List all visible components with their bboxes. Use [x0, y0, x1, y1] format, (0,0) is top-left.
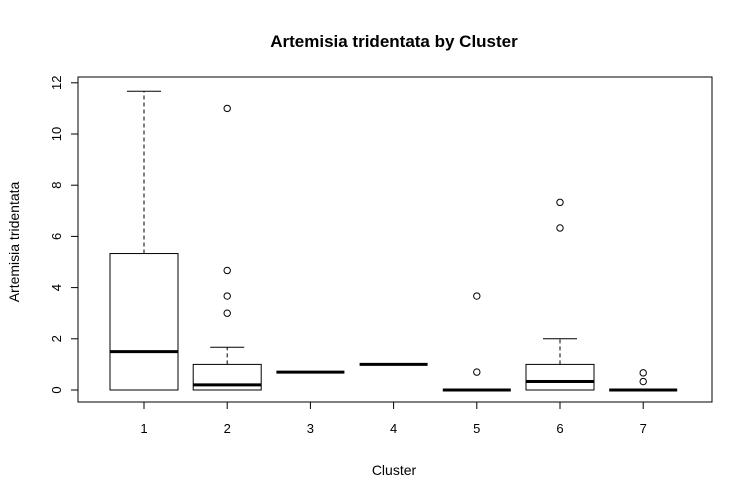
x-tick-label: 2 [224, 421, 231, 436]
y-tick-label: 0 [49, 386, 64, 393]
outlier-point [223, 309, 231, 317]
outlier-point [223, 292, 231, 300]
x-tick-label: 5 [473, 421, 480, 436]
outlier-point [639, 369, 647, 377]
x-tick-label: 7 [640, 421, 647, 436]
outlier-point [639, 377, 647, 386]
outlier-point [223, 266, 231, 275]
y-tick-label: 6 [49, 233, 64, 240]
y-tick-label: 4 [49, 284, 64, 291]
y-axis-label: Artemisia tridentata [6, 181, 22, 302]
box-cluster-2 [192, 104, 262, 391]
y-tick-label: 8 [49, 182, 64, 189]
x-tick-label: 1 [140, 421, 147, 436]
box-cluster-1 [109, 90, 179, 391]
y-tick-label: 10 [49, 127, 64, 141]
chart-title: Artemisia tridentata by Cluster [270, 32, 518, 51]
iqr-box [192, 363, 262, 391]
y-tick-label: 12 [49, 76, 64, 90]
box-cluster-7 [609, 369, 678, 392]
outlier-point [556, 224, 564, 232]
plot-frame [77, 76, 713, 403]
box-cluster-6 [525, 198, 595, 391]
box-cluster-5 [442, 292, 511, 392]
outlier-point [473, 292, 481, 300]
outlier-point [473, 368, 481, 376]
boxes-group [109, 90, 678, 392]
y-axis: 0 2 4 6 8 10 12 [49, 76, 79, 394]
y-tick-label: 2 [49, 335, 64, 342]
outlier-point [556, 198, 564, 207]
x-axis: 1 2 3 4 5 6 7 [140, 401, 647, 436]
iqr-box [525, 363, 595, 391]
x-axis-label: Cluster [372, 462, 417, 478]
outlier-point [223, 104, 231, 113]
x-tick-label: 4 [390, 421, 397, 436]
iqr-box [109, 253, 179, 391]
x-tick-label: 6 [556, 421, 563, 436]
x-tick-label: 3 [307, 421, 314, 436]
